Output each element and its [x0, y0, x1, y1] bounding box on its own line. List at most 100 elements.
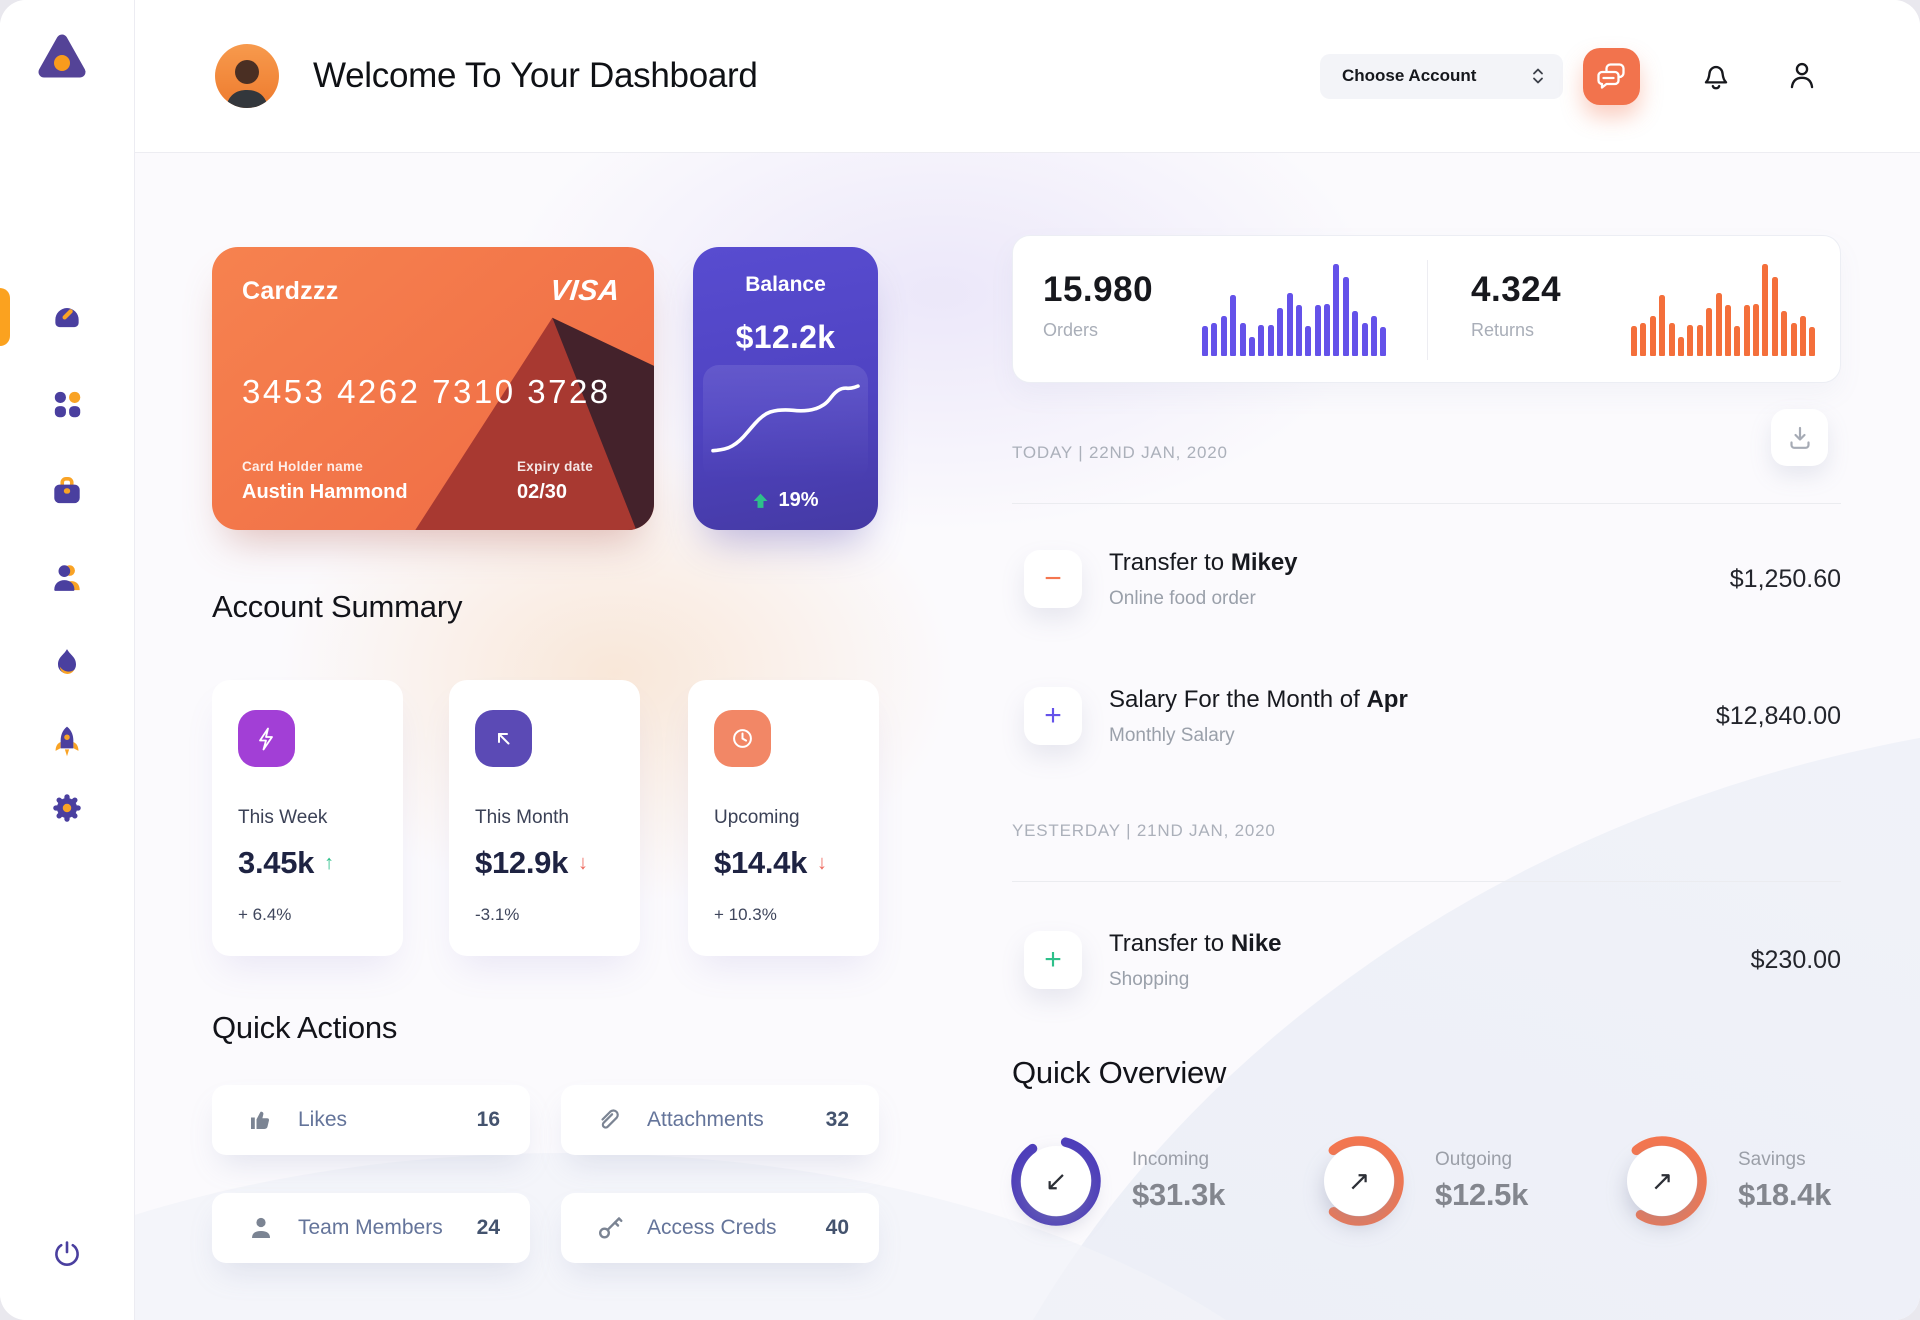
summary-delta: -3.1% [475, 905, 520, 924]
divider [1012, 503, 1841, 504]
returns-value: 4.324 [1471, 270, 1562, 309]
quick-action-access-creds[interactable]: Access Creds 40 [561, 1193, 879, 1263]
apps-grid-icon [54, 391, 81, 418]
plus-icon: + [1024, 931, 1082, 989]
trend-down-arrow: ↓ [817, 851, 828, 874]
arrow-up-left-icon [475, 710, 532, 767]
sidebar-item-launch[interactable] [45, 720, 89, 764]
sidebar-item-logout[interactable] [45, 1232, 89, 1276]
summary-label: This Week [238, 807, 328, 828]
transaction-subtitle: Monthly Salary [1109, 724, 1235, 746]
user-avatar[interactable] [215, 44, 279, 108]
main-content: Cardzzz VISA 3453 4262 7310 3728 Card Ho… [135, 153, 1920, 1320]
card-number: 3453 4262 7310 3728 [242, 373, 611, 410]
select-chevrons-icon [1533, 68, 1543, 84]
quick-action-team-members[interactable]: Team Members 24 [212, 1193, 530, 1263]
gauge-savings: ↗ Savings $18.4k [1612, 1131, 1831, 1231]
quick-action-label: Likes [298, 1108, 348, 1131]
balance-card: Balance $12.2k 19% [693, 247, 878, 530]
summary-label: This Month [475, 807, 569, 828]
power-icon [55, 1241, 79, 1266]
orders-bar-chart [1202, 264, 1390, 356]
transaction-row-nike[interactable]: + Transfer to Nike Shopping $230.00 [1012, 905, 1841, 1015]
balance-value: $12.2k [735, 319, 836, 355]
card-expiry-value: 02/30 [517, 481, 568, 503]
card-name: Cardzzz [242, 277, 339, 305]
person-icon [1790, 62, 1814, 89]
arrow-up-right-icon: ↗ [1324, 1146, 1394, 1216]
sidebar-item-settings[interactable] [45, 786, 89, 830]
avatar-person-image [225, 60, 269, 108]
visa-logo: VISA [548, 275, 622, 307]
balance-sparkline-chart [711, 384, 860, 453]
summary-card-upcoming: Upcoming $14.4k ↓ + 10.3% [688, 680, 879, 956]
brand-logo[interactable] [33, 30, 91, 91]
outgoing-ring-chart [1314, 1136, 1404, 1226]
chat-bubbles-icon [1596, 63, 1625, 89]
user-icon [54, 565, 80, 591]
account-select-label: Choose Account [1342, 66, 1477, 85]
transaction-subtitle: Online food order [1109, 587, 1256, 609]
gauge-label: Savings [1738, 1149, 1806, 1170]
transaction-amount: $1,250.60 [1729, 564, 1841, 593]
key-icon [598, 1217, 623, 1239]
quick-action-count: 16 [476, 1108, 500, 1131]
sidebar-item-trending[interactable] [45, 642, 89, 686]
summary-delta: + 6.4% [238, 905, 292, 924]
trend-down-arrow: ↓ [578, 851, 589, 874]
returns-bar-chart [1631, 264, 1819, 356]
profile-button[interactable] [1784, 58, 1820, 94]
header: Welcome To Your Dashboard Choose Account [135, 0, 1920, 153]
card-expiry-label: Expiry date [517, 459, 594, 474]
dashboard-gauge-icon [55, 308, 79, 328]
gauge-value: $18.4k [1738, 1177, 1832, 1212]
account-select[interactable]: Choose Account [1320, 53, 1563, 99]
savings-ring-chart [1617, 1136, 1707, 1226]
download-icon [1789, 426, 1810, 449]
sidebar-item-dashboard[interactable] [45, 294, 89, 338]
page-title: Welcome To Your Dashboard [313, 56, 758, 95]
stats-divider [1427, 260, 1428, 360]
up-arrow-icon [754, 493, 768, 508]
member-icon [252, 1217, 270, 1238]
messages-button[interactable] [1583, 47, 1640, 105]
rocket-icon [55, 726, 79, 757]
transaction-amount: $230.00 [1750, 945, 1841, 974]
summary-card-this-month: This Month $12.9k ↓ -3.1% [449, 680, 640, 956]
sidebar-item-apps[interactable] [45, 382, 89, 426]
gauge-value: $31.3k [1132, 1177, 1226, 1212]
balance-change: 19% [778, 489, 819, 511]
sidebar-item-users[interactable] [45, 556, 89, 600]
orders-label: Orders [1043, 320, 1099, 340]
quick-action-count: 40 [825, 1216, 849, 1239]
notifications-button[interactable] [1698, 58, 1734, 94]
summary-value: $12.9k [475, 845, 569, 880]
sidebar-item-work[interactable] [45, 470, 89, 514]
quick-action-attachments[interactable]: Attachments 32 [561, 1085, 879, 1155]
summary-value: 3.45k [238, 845, 315, 880]
summary-delta: + 10.3% [714, 905, 777, 924]
quick-action-label: Attachments [647, 1108, 764, 1131]
wallet-card: Cardzzz VISA 3453 4262 7310 3728 Card Ho… [212, 247, 654, 530]
orders-value: 15.980 [1043, 270, 1154, 309]
card-holder-label: Card Holder name [242, 459, 364, 474]
active-nav-indicator [0, 288, 10, 346]
transaction-row-salary[interactable]: + Salary For the Month of Apr Monthly Sa… [1012, 661, 1841, 771]
transaction-row-mikey[interactable]: − Transfer to Mikey Online food order $1… [1012, 524, 1841, 634]
transaction-title: Salary For the Month of Apr [1109, 685, 1408, 713]
quick-overview-title: Quick Overview [1012, 1055, 1227, 1090]
gauge-value: $12.5k [1435, 1177, 1529, 1212]
arrow-down-left-icon: ↙ [1021, 1146, 1091, 1216]
transactions-group-heading-today: TODAY | 22ND JAN, 2020 [1012, 443, 1228, 462]
balance-chart-panel [703, 365, 868, 480]
card-holder-name: Austin Hammond [242, 481, 408, 503]
download-button[interactable] [1771, 409, 1828, 466]
flame-icon [58, 649, 76, 674]
briefcase-icon [54, 476, 80, 504]
logo-triangle-icon [38, 34, 86, 78]
paperclip-icon [601, 1109, 619, 1129]
quick-action-likes[interactable]: Likes 16 [212, 1085, 530, 1155]
quick-action-label: Team Members [298, 1216, 443, 1239]
returns-label: Returns [1471, 320, 1535, 340]
